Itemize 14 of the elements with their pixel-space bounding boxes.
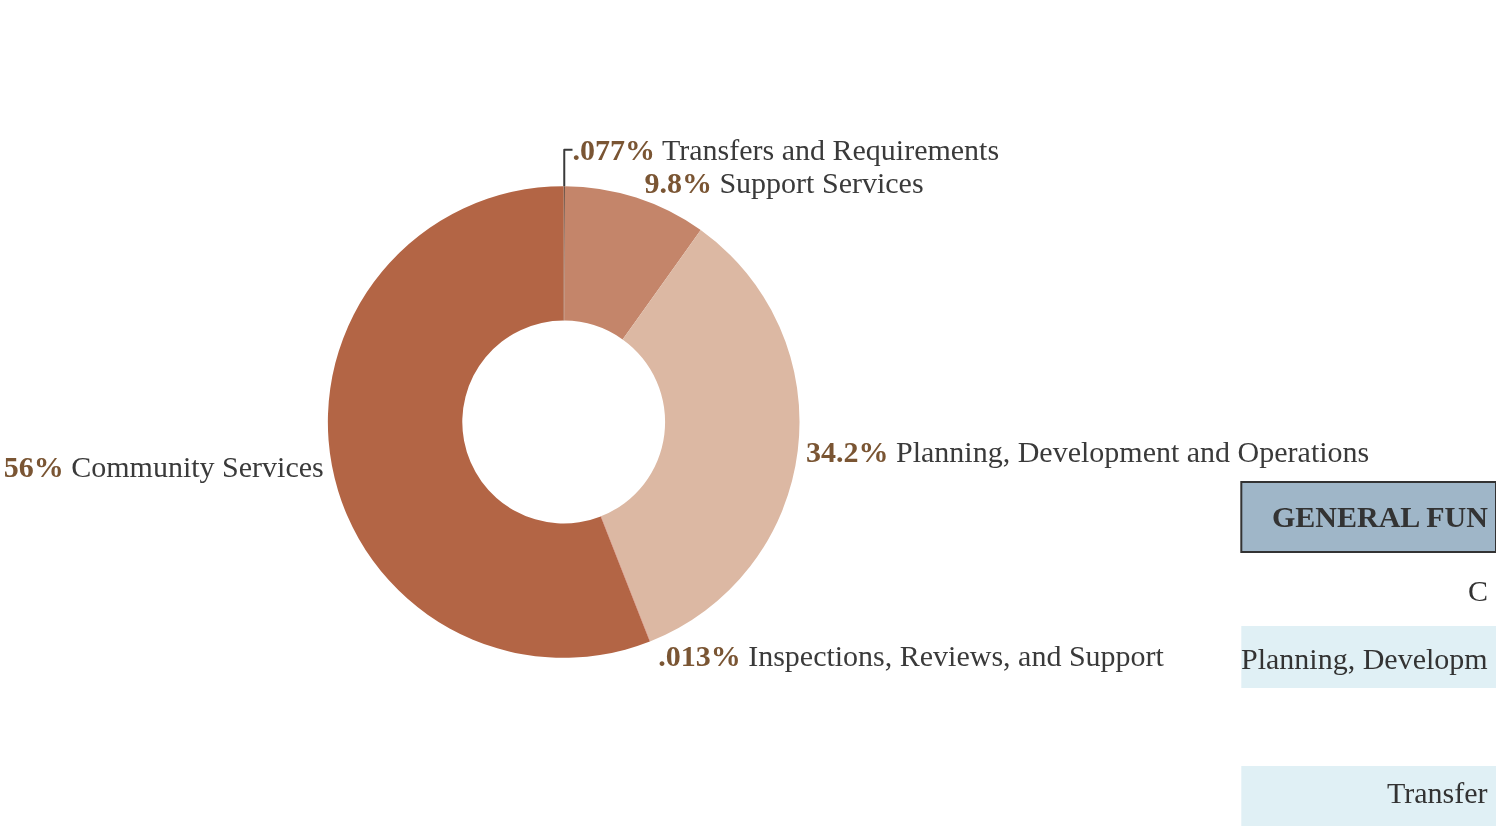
- data-label: .013%: [658, 639, 741, 673]
- slice-label: Transfers and Requirements: [661, 133, 1000, 167]
- text: GENERAL FUN: [1272, 500, 1489, 533]
- text: Planning, Developm: [1241, 642, 1488, 675]
- slice-label: Inspections, Reviews, and Support: [748, 639, 1164, 673]
- text: C: [1468, 574, 1489, 607]
- slice-label: Community Services: [71, 449, 324, 483]
- data-label: 56%: [3, 449, 64, 483]
- data-label: 9.8%: [644, 166, 712, 200]
- data-label: .077%: [572, 133, 656, 167]
- slice-label: Support Services: [719, 166, 924, 200]
- text: Transfer: [1387, 776, 1488, 809]
- slice-label: Planning, Development and Operations: [896, 434, 1370, 468]
- data-label: 34.2%: [806, 434, 889, 468]
